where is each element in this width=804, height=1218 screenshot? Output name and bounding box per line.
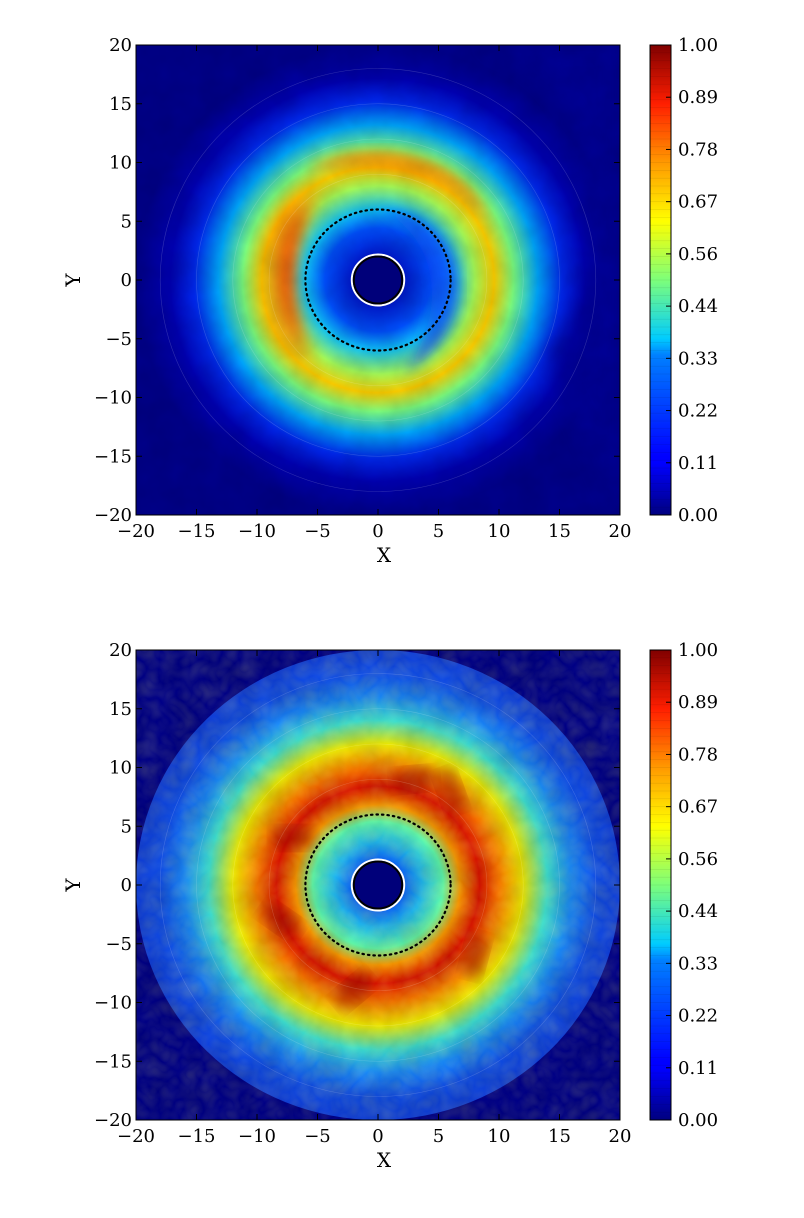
contour-line (232, 138, 524, 422)
colorbar-tick-label: 0.44 (678, 901, 718, 922)
x-tick-label: 5 (433, 521, 444, 542)
x-tick-label: 0 (372, 521, 383, 542)
colorbar-tick-label: 0.67 (678, 192, 718, 213)
y-tick-label: −20 (94, 1110, 132, 1131)
x-tick-label: 0 (372, 1126, 383, 1147)
heatmap-field (136, 45, 620, 515)
y-tick-label: −15 (94, 1051, 132, 1072)
colorbar-tick-label: 0.22 (678, 401, 718, 422)
x-tick-label: 15 (548, 1126, 571, 1147)
inner-hole (353, 256, 403, 304)
y-tick-label: 5 (121, 211, 132, 232)
contour-line (159, 68, 597, 492)
y-tick-label: 0 (121, 875, 132, 896)
panel-2: −20 −15 −10 −5 0 5 10 15 20 −20 −15 −10 −5 0 5 10 15 20 X Y… (61, 640, 718, 1172)
hot-patch (392, 767, 437, 792)
x-tick-label: 5 (433, 1126, 444, 1147)
hot-patch (261, 904, 301, 937)
y-tick-label: 15 (109, 94, 132, 115)
x-tick-label: −15 (178, 521, 216, 542)
y-tick-label: −10 (94, 388, 132, 409)
panel-1: −20 −15 −10 −5 0 5 10 15 20 −20 −15 −10 −5 0 5 10 15 20 X Y… (61, 35, 718, 567)
colorbar-tick-label: 0.00 (678, 505, 718, 526)
y-tick-label: 20 (109, 35, 132, 56)
inner-circle-glow (350, 858, 406, 912)
y-tick-label: 10 (109, 758, 132, 779)
colorbar-frame (649, 44, 672, 516)
colorbar-tick-label: 0.89 (678, 692, 718, 713)
colorbar-gradient (650, 45, 671, 515)
x-tick-label: 10 (488, 521, 511, 542)
x-tick-label: 10 (488, 1126, 511, 1147)
x-tick-label: −5 (304, 1126, 331, 1147)
x-tick-label: −15 (178, 1126, 216, 1147)
colorbar-tick-label: 0.78 (678, 744, 718, 765)
contour-line (196, 708, 560, 1062)
contour-line (159, 673, 597, 1097)
x-tick-label: 15 (548, 521, 571, 542)
colorbar-tick-label: 0.00 (678, 1110, 718, 1131)
contour-line (268, 778, 488, 992)
y-axis-label: Y (61, 878, 85, 893)
x-axis-label: X (377, 543, 392, 567)
x-tick-label: −20 (117, 521, 155, 542)
hot-patch (437, 769, 465, 813)
colorbar-tick-label: 0.56 (678, 849, 718, 870)
hot-patch (461, 934, 488, 977)
y-tick-label: −20 (94, 505, 132, 526)
contour-line (196, 103, 560, 457)
x-tick-label: 20 (609, 521, 632, 542)
colorbar-frame (649, 649, 672, 1121)
colorbar-tick-label: 0.33 (678, 348, 718, 369)
colorbar-tick-label: 1.00 (678, 35, 718, 56)
colorbar-tick-label: 0.56 (678, 244, 718, 265)
dotted-circle (304, 813, 452, 957)
colorbar-tick-label: 1.00 (678, 640, 718, 661)
y-tick-label: 5 (121, 816, 132, 837)
y-tick-label: −5 (105, 934, 132, 955)
colorbar-tick-label: 0.89 (678, 87, 718, 108)
colorbar-tick-label: 0.67 (678, 797, 718, 818)
inner-circle-glow (350, 253, 406, 307)
y-tick-label: 0 (121, 270, 132, 291)
y-tick-label: 10 (109, 153, 132, 174)
hot-patch (271, 826, 316, 850)
inner-circle (352, 255, 404, 305)
x-tick-label: −5 (304, 521, 331, 542)
hot-patch (335, 973, 373, 1008)
contour-line (268, 173, 488, 387)
x-tick-label: −20 (117, 1126, 155, 1147)
y-tick-label: −5 (105, 329, 132, 350)
x-tick-label: 20 (609, 1126, 632, 1147)
contour-line (232, 743, 524, 1027)
y-axis-label: Y (61, 273, 85, 288)
colorbar-tick-label: 0.11 (678, 453, 718, 474)
colorbar-tick-label: 0.11 (678, 1058, 718, 1079)
dotted-circle (304, 208, 452, 352)
colorbar-tick-label: 0.78 (678, 139, 718, 160)
inner-hole (353, 861, 403, 909)
heatmap-field (136, 650, 620, 1120)
colorbar-tick-label: 0.22 (678, 1006, 718, 1027)
y-tick-label: −15 (94, 446, 132, 467)
y-tick-label: 15 (109, 699, 132, 720)
colorbar-tick-label: 0.33 (678, 953, 718, 974)
x-axis-label: X (377, 1148, 392, 1172)
colorbar-gradient (650, 650, 671, 1120)
inner-circle (352, 860, 404, 910)
x-tick-label: −10 (238, 521, 276, 542)
x-tick-label: −10 (238, 1126, 276, 1147)
y-tick-label: −10 (94, 993, 132, 1014)
y-tick-label: 20 (109, 640, 132, 661)
colorbar-tick-label: 0.44 (678, 296, 718, 317)
